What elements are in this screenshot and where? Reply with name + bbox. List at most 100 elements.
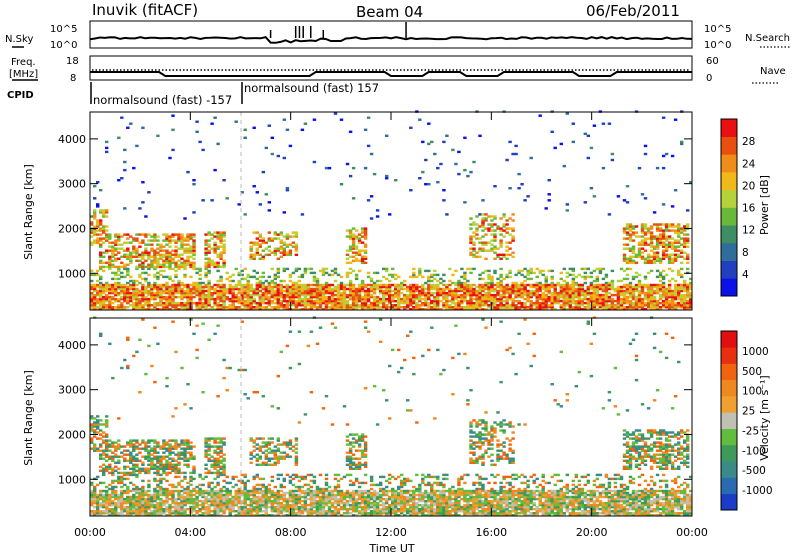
heatmap-cell-1801 [348, 237, 353, 240]
heatmap-cell-887 [198, 297, 202, 301]
heatmap-cell-647 [168, 295, 172, 299]
heatmap-cell-605 [162, 265, 166, 269]
heatmap-cell-817 [189, 308, 193, 311]
heatmap-cell-2521 [484, 299, 488, 303]
heatmap-cell-972 [210, 295, 214, 299]
heatmap-cell-783 [183, 510, 187, 513]
heatmap-cell-989 [213, 507, 217, 511]
heatmap-cell-3528 [652, 261, 657, 265]
heatmap-cell-3831 [686, 239, 690, 242]
heatmap-cell-689 [171, 493, 175, 497]
heatmap-cell-754 [177, 453, 181, 456]
heatmap-cell-440 [141, 261, 145, 265]
heatmap-cell-422 [138, 207, 142, 210]
heatmap-cell-2235 [433, 301, 437, 305]
heatmap-cell-3106 [586, 267, 591, 271]
heatmap-cell-3555 [655, 253, 660, 257]
heatmap-cell-1930 [366, 306, 371, 309]
heatmap-cell-601 [162, 285, 166, 289]
heatmap-cell-853 [189, 441, 193, 444]
heatmap-cell-1809 [351, 306, 356, 309]
heatmap-cell-1721 [336, 304, 341, 307]
heatmap-cell-2992 [565, 293, 570, 297]
heatmap-cell-2658 [502, 308, 506, 311]
heatmap-cell-2263 [436, 166, 440, 170]
heatmap-cell-2303 [448, 306, 452, 309]
heatmap-cell-8 [90, 493, 94, 497]
heatmap-cell-710 [174, 505, 178, 509]
heatmap-cell-310 [126, 306, 130, 309]
heatmap-cell-1316 [264, 193, 269, 196]
heatmap-cell-1651 [321, 293, 326, 297]
heatmap-cell-2805 [526, 306, 530, 309]
heatmap-cell-535 [153, 259, 157, 263]
heatmap-cell-1226 [252, 287, 256, 291]
heatmap-cell-2252 [436, 297, 440, 301]
heatmap-cell-725 [174, 447, 178, 450]
heatmap-cell-883 [198, 306, 202, 309]
heatmap-cell-1308 [264, 291, 269, 295]
heatmap-cell-1760 [342, 285, 347, 289]
heatmap-cell-992 [213, 287, 217, 291]
heatmap-cell-3634 [664, 293, 669, 297]
heatmap-cell-2036 [388, 293, 392, 297]
heatmap-cell-2631 [499, 308, 503, 311]
heatmap-cell-1756 [342, 293, 347, 297]
heatmap-cell-2401 [469, 308, 473, 311]
heatmap-cell-728 [177, 281, 181, 285]
heatmap-cell-3743 [677, 283, 681, 287]
heatmap-cell-2539 [484, 213, 488, 216]
heatmap-cell-987 [213, 301, 217, 305]
heatmap-cell-2318 [451, 295, 455, 299]
heatmap-cell-1085 [222, 179, 226, 182]
heatmap-cell-587 [159, 255, 163, 259]
heatmap-cell-683 [171, 510, 175, 513]
heatmap-cell-1369 [273, 277, 278, 281]
heatmap-cell-3711 [673, 295, 678, 299]
heatmap-cell-2027 [385, 177, 389, 180]
heatmap-cell-1559 [303, 306, 308, 309]
heatmap-cell-564 [156, 251, 160, 254]
heatmap-cell-3069 [580, 299, 585, 303]
heatmap-cell-2640 [499, 287, 503, 291]
heatmap-cell-620 [162, 467, 166, 471]
heatmap-cell-1246 [255, 283, 260, 287]
heatmap-cell-912 [201, 199, 205, 202]
heatmap-cell-116 [102, 299, 106, 303]
heatmap-cell-2748 [514, 299, 518, 303]
heatmap-cell-3428 [640, 247, 645, 250]
heatmap-cell-783 [183, 251, 187, 254]
heatmap-cell-35 [93, 485, 97, 489]
heatmap-cell-2088 [400, 297, 404, 301]
heatmap-cell-415 [138, 263, 142, 267]
heatmap-cell-313 [126, 459, 130, 463]
colorbar-frame [720, 118, 738, 297]
heatmap-cell-2403 [469, 304, 473, 307]
heatmap-cell-3458 [643, 233, 648, 236]
heatmap-cell-1899 [360, 231, 365, 234]
heatmap-cell-3625 [661, 166, 666, 170]
heatmap-cell-1454 [285, 285, 290, 289]
heatmap-cell-3571 [658, 301, 663, 305]
heatmap-cell-1896 [360, 249, 365, 252]
heatmap-cell-676 [171, 293, 175, 297]
heatmap-cell-3272 [622, 295, 627, 299]
heatmap-cell-2914 [547, 283, 551, 287]
heatmap-cell-2839 [532, 289, 536, 293]
heatmap-cell-414 [138, 265, 142, 269]
heatmap-cell-2881 [541, 293, 545, 297]
heatmap-cell-3415 [640, 306, 645, 309]
heatmap-cell-2728 [511, 297, 515, 301]
heatmap-cell-1515 [294, 285, 299, 289]
heatmap-cell-3285 [622, 243, 627, 246]
heatmap-cell-545 [156, 308, 160, 311]
heatmap-cell-51 [96, 308, 100, 311]
heatmap-cell-2794 [523, 293, 527, 297]
heatmap-cell-204 [111, 265, 115, 269]
heatmap-cell-2354 [460, 308, 464, 311]
heatmap-cell-3372 [634, 306, 639, 309]
heatmap-cell-3337 [628, 247, 633, 250]
heatmap-cell-3067 [580, 304, 585, 307]
heatmap-cell-744 [177, 483, 181, 487]
